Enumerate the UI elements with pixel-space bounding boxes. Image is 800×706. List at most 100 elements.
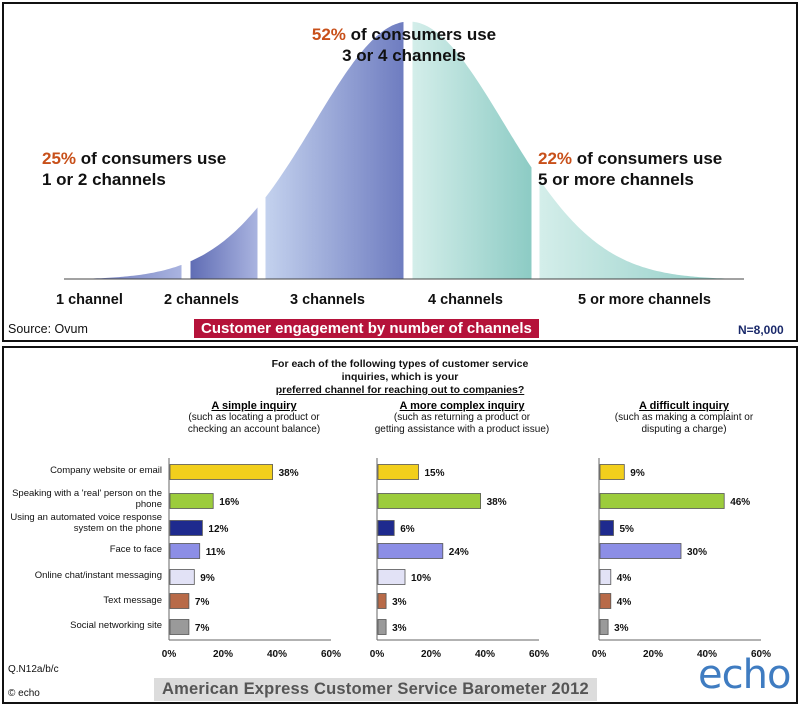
category-label: Face to face [109, 544, 162, 555]
callout-5-plus-channels: 22% of consumers use 5 or more channels [538, 148, 722, 190]
survey-question: For each of the following types of custo… [204, 358, 596, 397]
bar [377, 569, 406, 585]
bar-value-label: 30% [687, 547, 707, 558]
panel-title: A simple inquiry [211, 400, 297, 412]
bar [377, 593, 387, 609]
bar [599, 619, 609, 635]
bar-value-label: 11% [206, 547, 226, 558]
panel-title: A more complex inquiry [399, 400, 525, 412]
panel-subtitle: (such as returning a product or [393, 412, 531, 423]
panel-title: A difficult inquiry [638, 400, 730, 412]
panel-header-difficult: A difficult inquiry (such as making a co… [594, 400, 774, 436]
bar [599, 593, 612, 609]
source-note: Source: Ovum [8, 322, 88, 336]
bar-value-label: 9% [200, 573, 215, 584]
bar [169, 543, 201, 559]
callout-3-4-channels: 52% of consumers use 3 or 4 channels [304, 24, 504, 66]
category-label: Using an automated voice response system… [10, 512, 162, 534]
bar-value-label: 38% [487, 497, 507, 508]
x-tick-label: 40% [475, 649, 495, 660]
curve-segment-5-or-more-channels [538, 176, 743, 280]
x-tick-label: 40% [697, 649, 717, 660]
bar-value-label: 7% [195, 623, 210, 634]
bar-value-label: 12% [208, 524, 228, 535]
panel-header-simple: A simple inquiry (such as locating a pro… [164, 400, 344, 436]
channel-distribution-panel: 25% of consumers use 1 or 2 channels 52%… [2, 2, 798, 342]
bar-value-label: 5% [620, 524, 635, 535]
curve-segment-4-channels [411, 20, 533, 280]
bar-value-label: 24% [449, 547, 469, 558]
bar-value-label: 6% [400, 524, 415, 535]
distribution-curve [64, 20, 744, 280]
copyright: © echo [8, 688, 40, 699]
x-tick-label: 60% [321, 649, 341, 660]
bar [377, 493, 481, 509]
bar [377, 520, 395, 536]
callout-pct: 22% [538, 149, 573, 168]
bar-value-label: 3% [392, 623, 407, 634]
bar-value-label: 3% [392, 597, 407, 608]
bar [377, 543, 444, 559]
bar-value-label: 4% [617, 597, 632, 608]
preferred-channel-bars: 0% 20% 40% 60% 38% 16% 12% 11% 9% 7% 7% 0% 20% 40% 60%… [162, 458, 771, 660]
panel-header-complex: A more complex inquiry (such as returnin… [362, 400, 562, 436]
callout-pct: 25% [42, 149, 77, 168]
panel-subtitle: disputing a charge) [641, 424, 727, 435]
question-text: For each of the following types of custo… [271, 358, 529, 370]
x-tick-label: 20% [213, 649, 233, 660]
bar [599, 543, 682, 559]
category-label: Social networking site [70, 620, 162, 631]
channel-label: 5 or more channels [578, 292, 711, 308]
category-label: Speaking with a 'real' person on the pho… [12, 488, 162, 510]
channel-label: 3 channels [290, 292, 365, 308]
callout-text: 5 or more channels [538, 170, 694, 189]
channel-label: 4 channels [428, 292, 503, 308]
panel-subtitle: checking an account balance) [187, 424, 321, 435]
bar [599, 520, 614, 536]
callout-pct: 52% [311, 25, 346, 44]
curve-segment-1-channel [68, 263, 183, 280]
bar [377, 619, 387, 635]
category-label: Online chat/instant messaging [34, 570, 162, 581]
bar [599, 569, 612, 585]
bar-value-label: 16% [219, 497, 239, 508]
x-tick-label: 0% [370, 649, 385, 660]
channel-label: 2 channels [164, 292, 239, 308]
bar [377, 464, 419, 480]
curve-segment-2-channels [189, 204, 259, 280]
survey-banner: American Express Customer Service Barome… [154, 678, 597, 701]
panel-subtitle: (such as making a complaint or [614, 412, 754, 423]
question-code: Q.N12a/b/c [8, 664, 59, 675]
bar-value-label: 38% [279, 468, 299, 479]
bar [599, 493, 725, 509]
x-tick-label: 20% [643, 649, 663, 660]
echo-logo: echo [698, 652, 791, 698]
question-text: preferred channel for reaching out to co… [275, 384, 525, 396]
bar-value-label: 15% [425, 468, 445, 479]
category-label: Text message [103, 595, 162, 606]
x-tick-label: 0% [592, 649, 607, 660]
callout-text: of consumers use [76, 149, 227, 168]
sample-size: N=8,000 [738, 323, 784, 337]
chart-banner: Customer engagement by number of channel… [194, 319, 539, 338]
bar [599, 464, 625, 480]
x-tick-label: 60% [751, 649, 771, 660]
preferred-channel-panel: For each of the following types of custo… [2, 346, 798, 704]
callout-text: 1 or 2 channels [42, 170, 166, 189]
x-tick-label: 60% [529, 649, 549, 660]
callout-1-2-channels: 25% of consumers use 1 or 2 channels [42, 148, 226, 190]
bar [169, 569, 195, 585]
bar-value-label: 7% [195, 597, 210, 608]
x-tick-label: 20% [421, 649, 441, 660]
bar [169, 520, 203, 536]
bar-value-label: 3% [614, 623, 629, 634]
x-tick-label: 40% [267, 649, 287, 660]
bar-value-label: 4% [617, 573, 632, 584]
curve-segment-3-channels [264, 20, 405, 280]
bar [169, 619, 190, 635]
channel-label: 1 channel [56, 292, 123, 308]
panel-subtitle: (such as locating a product or [188, 412, 320, 423]
x-tick-label: 0% [162, 649, 177, 660]
bar [169, 464, 273, 480]
bar-value-label: 10% [411, 573, 431, 584]
